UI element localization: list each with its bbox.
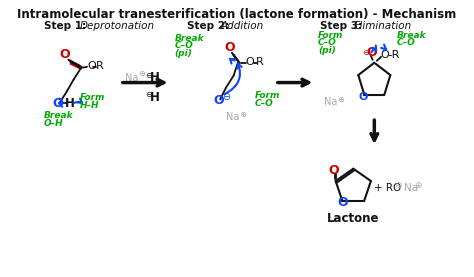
Text: C–O: C–O xyxy=(397,39,416,47)
Text: C–O: C–O xyxy=(174,42,193,50)
Text: Na: Na xyxy=(324,98,337,107)
Text: O: O xyxy=(87,61,96,71)
Text: H–H: H–H xyxy=(80,101,99,110)
Text: Step 2:: Step 2: xyxy=(187,21,229,31)
Text: O: O xyxy=(337,196,347,209)
Text: Break: Break xyxy=(397,30,427,40)
Text: Deprotonation: Deprotonation xyxy=(80,21,155,31)
Text: O: O xyxy=(213,94,224,107)
Text: O: O xyxy=(380,50,389,60)
Text: Break: Break xyxy=(44,111,73,120)
Text: ⊖: ⊖ xyxy=(363,48,369,57)
Text: O: O xyxy=(358,92,367,102)
Text: Na: Na xyxy=(125,73,138,83)
Text: O: O xyxy=(328,164,339,177)
Text: C–O: C–O xyxy=(318,39,337,47)
Text: C–O: C–O xyxy=(255,99,273,108)
Text: ⊖: ⊖ xyxy=(222,93,230,102)
Text: Addition: Addition xyxy=(221,21,264,31)
Text: Na: Na xyxy=(404,183,418,194)
Text: H: H xyxy=(150,71,160,84)
Text: H: H xyxy=(150,91,160,104)
Text: + RO: + RO xyxy=(374,183,401,194)
Text: –R: –R xyxy=(386,50,400,60)
Text: Lactone: Lactone xyxy=(327,212,380,225)
Text: R: R xyxy=(256,57,264,67)
Text: Form: Form xyxy=(255,91,280,100)
Text: O–H: O–H xyxy=(44,119,64,128)
Text: ⊕: ⊕ xyxy=(239,110,246,119)
Text: Break: Break xyxy=(174,34,204,42)
Text: Form: Form xyxy=(80,93,105,102)
Text: O: O xyxy=(245,57,254,67)
Text: ⊕: ⊕ xyxy=(138,69,146,78)
Text: O: O xyxy=(366,46,377,59)
Text: ⊖: ⊖ xyxy=(145,71,152,80)
Text: Elimination: Elimination xyxy=(353,21,411,31)
Text: ⊖: ⊖ xyxy=(145,90,152,99)
Text: ⊕: ⊕ xyxy=(414,181,422,190)
Text: ⊕: ⊕ xyxy=(337,95,344,104)
Text: O: O xyxy=(52,97,63,110)
Text: O: O xyxy=(224,42,235,54)
Text: O: O xyxy=(59,48,70,61)
Text: Intramolecular tranesterification (lactone formation) - Mechanism: Intramolecular tranesterification (lacto… xyxy=(18,8,456,21)
Text: R: R xyxy=(96,61,103,71)
Text: Na: Na xyxy=(226,112,239,122)
Text: (pi): (pi) xyxy=(174,49,192,58)
Text: (pi): (pi) xyxy=(318,46,336,55)
Text: Form: Form xyxy=(318,30,343,40)
Text: Step 1:: Step 1: xyxy=(44,21,86,31)
Text: H: H xyxy=(64,97,74,110)
Text: ⊖: ⊖ xyxy=(394,181,401,190)
Text: Step 3:: Step 3: xyxy=(319,21,362,31)
